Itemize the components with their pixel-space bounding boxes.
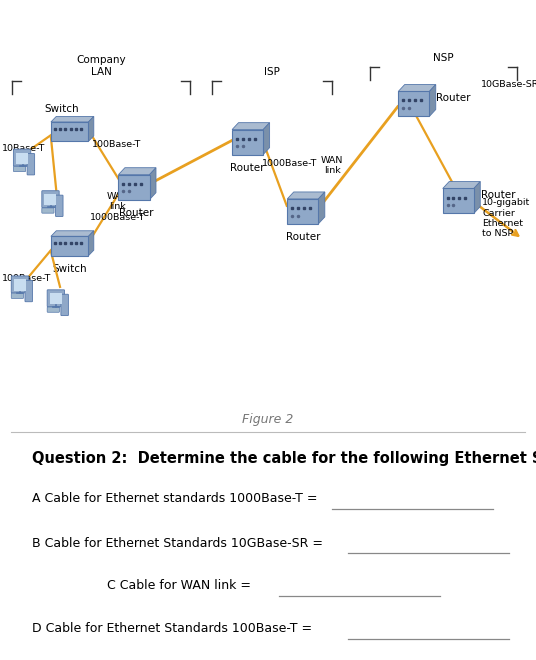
FancyBboxPatch shape bbox=[56, 195, 63, 216]
Text: Switch: Switch bbox=[53, 264, 87, 274]
Polygon shape bbox=[443, 182, 480, 189]
Text: Figure 2: Figure 2 bbox=[242, 412, 294, 426]
FancyBboxPatch shape bbox=[42, 208, 54, 213]
Polygon shape bbox=[232, 123, 270, 129]
Text: D Cable for Ethernet Standards 100Base-T =: D Cable for Ethernet Standards 100Base-T… bbox=[32, 622, 316, 635]
FancyBboxPatch shape bbox=[51, 122, 88, 141]
Text: WAN
link: WAN link bbox=[107, 192, 129, 211]
Text: Router: Router bbox=[436, 94, 471, 104]
Polygon shape bbox=[51, 231, 94, 236]
FancyBboxPatch shape bbox=[443, 189, 474, 213]
FancyBboxPatch shape bbox=[44, 194, 56, 205]
Text: 100Base-T: 100Base-T bbox=[2, 274, 51, 282]
Text: Question 2:  Determine the cable for the following Ethernet Standards: Question 2: Determine the cable for the … bbox=[32, 451, 536, 467]
FancyBboxPatch shape bbox=[232, 129, 263, 154]
Text: 100Base-T: 100Base-T bbox=[92, 140, 142, 149]
Text: 10Base-T: 10Base-T bbox=[2, 144, 46, 153]
Text: 10-gigabit
Carrier
Ethernet
to NSP: 10-gigabit Carrier Ethernet to NSP bbox=[482, 198, 531, 238]
Text: A Cable for Ethernet standards 1000Base-T =: A Cable for Ethernet standards 1000Base-… bbox=[32, 492, 322, 505]
FancyBboxPatch shape bbox=[13, 149, 31, 166]
FancyBboxPatch shape bbox=[11, 276, 28, 293]
Text: NSP: NSP bbox=[433, 53, 454, 63]
FancyBboxPatch shape bbox=[61, 294, 69, 315]
FancyBboxPatch shape bbox=[25, 280, 33, 302]
FancyBboxPatch shape bbox=[42, 191, 59, 208]
Text: Router: Router bbox=[120, 208, 154, 218]
Polygon shape bbox=[88, 116, 94, 141]
Text: 1000Base-T: 1000Base-T bbox=[90, 213, 145, 222]
Text: 1000Base-T: 1000Base-T bbox=[262, 159, 317, 168]
Text: Switch: Switch bbox=[44, 104, 79, 114]
FancyBboxPatch shape bbox=[47, 307, 59, 312]
Polygon shape bbox=[287, 192, 325, 199]
Text: ISP: ISP bbox=[264, 67, 280, 77]
FancyBboxPatch shape bbox=[11, 293, 24, 298]
FancyBboxPatch shape bbox=[27, 154, 35, 175]
Text: Router: Router bbox=[230, 163, 265, 173]
FancyBboxPatch shape bbox=[50, 293, 62, 304]
Polygon shape bbox=[51, 116, 94, 122]
FancyBboxPatch shape bbox=[13, 166, 26, 172]
FancyBboxPatch shape bbox=[47, 290, 64, 307]
FancyBboxPatch shape bbox=[118, 175, 150, 199]
Polygon shape bbox=[474, 182, 480, 213]
Polygon shape bbox=[429, 84, 436, 116]
Text: Router: Router bbox=[286, 232, 320, 242]
Polygon shape bbox=[88, 231, 94, 255]
Text: Router: Router bbox=[481, 191, 515, 201]
Text: C Cable for WAN link =: C Cable for WAN link = bbox=[107, 579, 255, 593]
Text: Company
LAN: Company LAN bbox=[76, 55, 126, 77]
FancyBboxPatch shape bbox=[287, 199, 318, 224]
Polygon shape bbox=[150, 168, 156, 199]
Polygon shape bbox=[118, 168, 156, 175]
Text: B Cable for Ethernet Standards 10GBase-SR =: B Cable for Ethernet Standards 10GBase-S… bbox=[32, 537, 327, 550]
FancyBboxPatch shape bbox=[398, 92, 429, 116]
FancyBboxPatch shape bbox=[51, 236, 88, 255]
Text: WAN
link: WAN link bbox=[321, 156, 344, 176]
Polygon shape bbox=[318, 192, 325, 224]
FancyBboxPatch shape bbox=[16, 152, 28, 164]
Polygon shape bbox=[263, 123, 270, 154]
Text: 10GBase-SR: 10GBase-SR bbox=[481, 80, 536, 88]
FancyBboxPatch shape bbox=[14, 279, 26, 290]
Polygon shape bbox=[398, 84, 436, 92]
